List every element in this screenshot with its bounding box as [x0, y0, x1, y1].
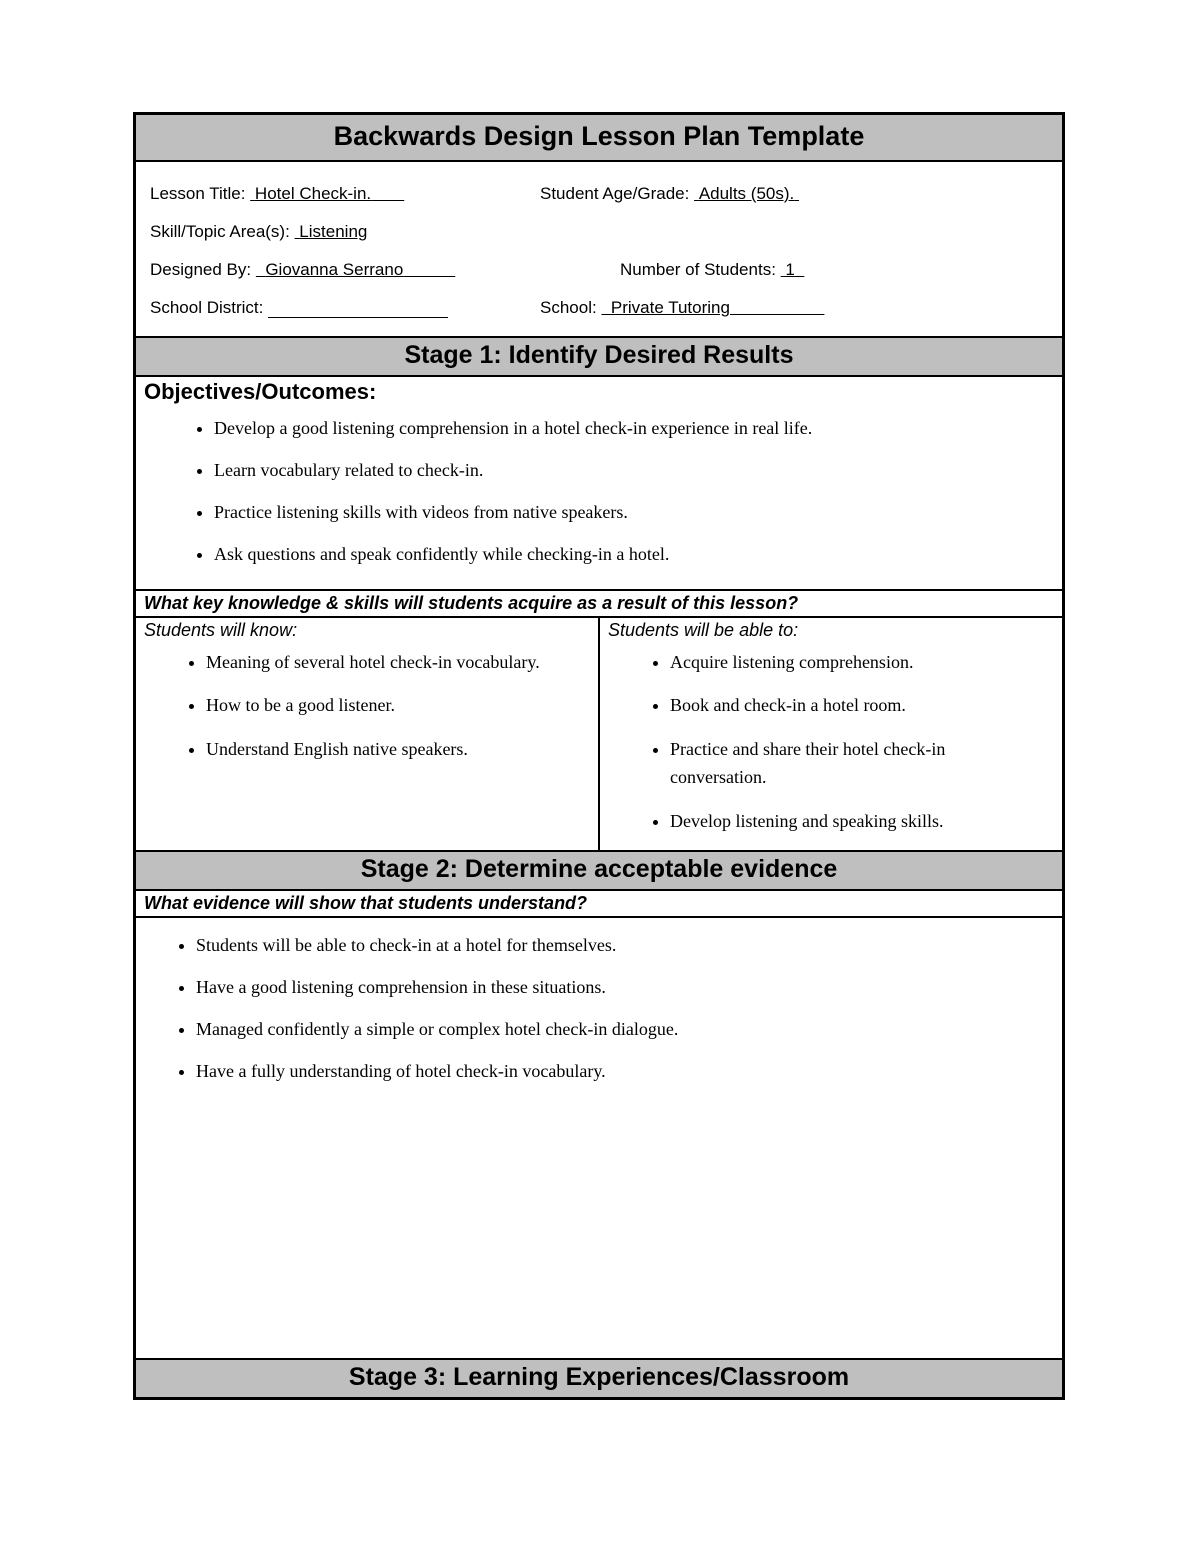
stage1-title: Stage 1: Identify Desired Results [404, 341, 793, 369]
list-item: Have a good listening comprehension in t… [196, 974, 1042, 1002]
district-label: School District: [150, 298, 263, 317]
know-heading: Students will know: [136, 618, 598, 645]
stage3-title: Stage 3: Learning Experiences/Classroom [349, 1363, 849, 1391]
lesson-title-value: Hotel Check-in. [250, 184, 404, 203]
skill-value: Listening [295, 222, 368, 241]
list-item: Understand English native speakers. [206, 736, 578, 764]
able-column: Students will be able to: Acquire listen… [600, 618, 1062, 850]
stage1-bar: Stage 1: Identify Desired Results [136, 338, 1062, 377]
evidence-question: What evidence will show that students un… [136, 891, 1062, 918]
student-age-field: Student Age/Grade: Adults (50s). [540, 184, 1048, 204]
designed-by-value: Giovanna Serrano [256, 260, 455, 279]
num-students-label: Number of Students: [620, 260, 776, 279]
knowledge-skills-columns: Students will know: Meaning of several h… [136, 618, 1062, 850]
stage2-bar: Stage 2: Determine acceptable evidence [136, 850, 1062, 891]
objectives-block: Objectives/Outcomes: Develop a good list… [136, 377, 1062, 591]
document-title-bar: Backwards Design Lesson Plan Template [136, 115, 1062, 162]
objectives-list: Develop a good listening comprehension i… [136, 405, 1062, 589]
know-list: Meaning of several hotel check-in vocabu… [136, 645, 598, 779]
list-item: Acquire listening comprehension. [670, 649, 1042, 677]
district-field: School District: [150, 298, 540, 318]
school-value: Private Tutoring [601, 298, 824, 317]
document-title: Backwards Design Lesson Plan Template [334, 121, 865, 151]
evidence-list: Students will be able to check-in at a h… [136, 918, 1062, 1106]
designed-by-field: Designed By: Giovanna Serrano [150, 260, 620, 280]
evidence-block: Students will be able to check-in at a h… [136, 918, 1062, 1358]
lesson-title-label: Lesson Title: [150, 184, 245, 203]
list-item: Managed confidently a simple or complex … [196, 1016, 1042, 1044]
stage2-title: Stage 2: Determine acceptable evidence [361, 855, 838, 883]
list-item: Develop listening and speaking skills. [670, 808, 1042, 836]
stage3-bar: Stage 3: Learning Experiences/Classroom [136, 1358, 1062, 1397]
objectives-heading: Objectives/Outcomes: [136, 377, 1062, 405]
list-item: Book and check-in a hotel room. [670, 692, 1042, 720]
lesson-title-field: Lesson Title: Hotel Check-in. [150, 184, 540, 204]
school-field: School: Private Tutoring [540, 298, 1048, 318]
list-item: Have a fully understanding of hotel chec… [196, 1058, 1042, 1086]
skill-label: Skill/Topic Area(s): [150, 222, 290, 241]
list-item: Practice and share their hotel check-in … [670, 736, 1042, 792]
able-list: Acquire listening comprehension. Book an… [600, 645, 1062, 850]
school-label: School: [540, 298, 597, 317]
know-column: Students will know: Meaning of several h… [136, 618, 600, 850]
info-section: Lesson Title: Hotel Check-in. Student Ag… [136, 162, 1062, 338]
student-age-value: Adults (50s). [694, 184, 799, 203]
key-question: What key knowledge & skills will student… [136, 591, 1062, 618]
skill-field: Skill/Topic Area(s): Listening [150, 222, 367, 242]
num-students-value: 1 [781, 260, 805, 279]
lesson-plan-document: Backwards Design Lesson Plan Template Le… [133, 112, 1065, 1400]
student-age-label: Student Age/Grade: [540, 184, 689, 203]
list-item: Learn vocabulary related to check-in. [214, 457, 1042, 485]
designed-by-label: Designed By: [150, 260, 251, 279]
list-item: How to be a good listener. [206, 692, 578, 720]
num-students-field: Number of Students: 1 [620, 260, 1048, 280]
list-item: Students will be able to check-in at a h… [196, 932, 1042, 960]
list-item: Meaning of several hotel check-in vocabu… [206, 649, 578, 677]
list-item: Ask questions and speak confidently whil… [214, 541, 1042, 569]
district-blank [268, 302, 448, 318]
list-item: Practice listening skills with videos fr… [214, 499, 1042, 527]
list-item: Develop a good listening comprehension i… [214, 415, 1042, 443]
able-heading: Students will be able to: [600, 618, 1062, 645]
